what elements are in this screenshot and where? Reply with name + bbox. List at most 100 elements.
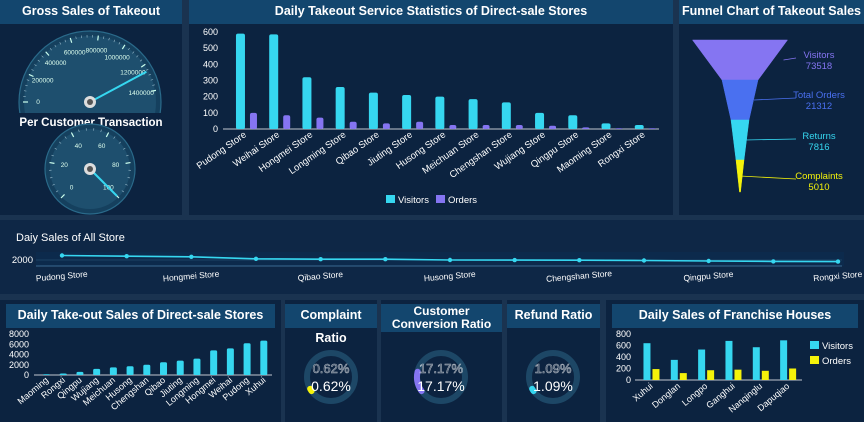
direct-ytick-label: 0 (24, 370, 29, 380)
daily-all-band (36, 252, 844, 266)
gross-gauge-tick-label: 1000000 (104, 55, 130, 62)
daily-all-point (771, 259, 776, 264)
daily-all-point (447, 257, 453, 263)
funnel-stage-name: Visitors (804, 50, 835, 61)
gross-gauge-minor-tick (150, 79, 154, 81)
per-customer-gauge-tick-label: 0 (70, 184, 74, 191)
per-customer-gauge-tick-label: 40 (75, 143, 83, 150)
complaint-ring-track (304, 350, 358, 404)
direct-bar (109, 367, 117, 375)
daily-all-xtick-label: Rongxi Store (813, 269, 863, 283)
gross-gauge-minor-tick (113, 39, 116, 43)
stats-ytick-label: 400 (203, 59, 218, 69)
daily-all-xtick-label: Qibao Store (297, 269, 343, 283)
per-customer-gauge-major-tick (105, 132, 110, 138)
stats-bar-visitors (269, 34, 279, 129)
stats-ytick-label: 500 (203, 43, 218, 53)
per-customer-gauge-minor-tick (121, 190, 125, 193)
complaint-panel: Complaint Ratio 0.62% 0.62% (285, 300, 377, 422)
franchise-xtick-label: Donglan (650, 381, 682, 410)
franchise-legend-swatch (810, 356, 819, 364)
daily-all-point (383, 257, 388, 262)
direct-bar (243, 343, 251, 375)
daily-all-xtick-label: Chengshan Store (546, 268, 613, 284)
direct-bar (143, 364, 151, 375)
gross-gauge-tick-label: 1200000 (120, 70, 146, 77)
complaint-ring (304, 350, 358, 404)
stats-bar-visitors (335, 86, 345, 129)
daily-all-point (124, 254, 129, 259)
stats-xtick-label: Longming Store (287, 129, 348, 176)
direct-sales-chart: 02000400060008000MaomingRongxiQingpuWuji… (9, 329, 272, 412)
daily-all-ytick-label: 2000 (12, 255, 33, 266)
daily-all-point (253, 256, 259, 261)
direct-sales-title: Daily Take-out Sales of Direct-sale Stor… (6, 304, 275, 328)
gross-gauge-minor-tick (118, 41, 121, 45)
refund-ring-track (526, 350, 580, 404)
gross-gauge-major-tick (69, 37, 73, 43)
gross-gauge-major-tick (150, 89, 157, 92)
stats-bar-visitors (235, 33, 245, 129)
funnel-stage-name: Complaints (795, 171, 843, 182)
direct-bar (226, 348, 234, 375)
gross-gauge-minor-tick (59, 42, 62, 45)
franchise-chart: 0200400600800XuhuiDonglanLongpoGanghuiNa… (616, 329, 853, 415)
complaint-ring-fill (307, 385, 315, 395)
stats-ytick-label: 0 (213, 124, 218, 134)
gross-gauge-minor-tick (49, 48, 52, 51)
per-customer-gauge-minor-tick (54, 147, 58, 150)
franchise-xtick-label: Xuhui (631, 381, 655, 403)
daily-all-point (189, 254, 194, 259)
daily-stats-panel: Daily Takeout Service Statistics of Dire… (189, 0, 673, 215)
franchise-bar-orders (679, 373, 687, 380)
per-customer-gauge-minor-tick (127, 177, 131, 179)
stats-bar-orders (582, 127, 590, 129)
stats-bar-visitors (634, 124, 644, 129)
direct-bar (193, 358, 201, 375)
gross-gauge-minor-tick (139, 59, 143, 62)
direct-bar (210, 350, 218, 375)
gross-gauge-minor-tick (132, 51, 135, 54)
conversion-ring-fill (414, 368, 425, 395)
stats-bar-visitors (402, 95, 412, 129)
funnel-stage-value: 73518 (806, 61, 832, 72)
stats-ytick-label: 200 (203, 92, 218, 102)
stats-bar-orders (316, 117, 324, 129)
direct-bar (160, 362, 168, 375)
daily-all-point (318, 257, 323, 262)
gross-gauge-minor-tick (54, 44, 57, 48)
funnel-panel: Funnel Chart of Takeout Sales Visitors 73… (679, 0, 864, 215)
gross-gauge-minor-tick (34, 64, 37, 67)
per-customer-gauge-minor-tick (49, 177, 53, 179)
funnel-stage-1 (721, 79, 759, 121)
stats-bar-orders (615, 128, 623, 129)
daily-all-point (59, 253, 65, 258)
stats-ytick-label: 100 (203, 108, 218, 118)
per-customer-gauge-hub-center (87, 166, 93, 172)
per-customer-gauge-minor-tick (126, 154, 129, 157)
per-customer-gauge-minor-tick (78, 129, 80, 133)
franchise-ytick-label: 0 (626, 375, 631, 385)
gross-gauge-minor-tick (148, 73, 152, 76)
stats-legend-swatch (386, 195, 395, 203)
daily-all-xtick-label: Hongmei Store (162, 269, 220, 284)
refund-ring-fill (529, 385, 537, 395)
stats-bar-visitors (368, 92, 378, 129)
franchise-bar-orders (652, 369, 660, 380)
gross-gauge-tick-label: 400000 (45, 60, 67, 67)
direct-ytick-label: 4000 (9, 350, 29, 360)
daily-all-xtick-label: Husong Store (423, 269, 476, 284)
funnel-stage-0 (692, 39, 788, 81)
per-customer-gauge-tick-label: 80 (112, 162, 120, 169)
franchise-bar-visitors (643, 343, 651, 380)
per-customer-gauge-major-tick (70, 132, 75, 138)
daily-all-point (835, 259, 841, 264)
direct-bar (76, 371, 84, 375)
direct-sales-panel: Daily Take-out Sales of Direct-sale Stor… (0, 300, 281, 422)
conversion-value: 17.17% (417, 378, 465, 394)
conversion-panel: Customer Conversion Ratio 17.17% 17.17% (381, 300, 502, 422)
funnel-label-line (753, 97, 797, 101)
gross-gauge-minor-tick (108, 37, 110, 41)
stats-legend-swatch (436, 195, 445, 203)
